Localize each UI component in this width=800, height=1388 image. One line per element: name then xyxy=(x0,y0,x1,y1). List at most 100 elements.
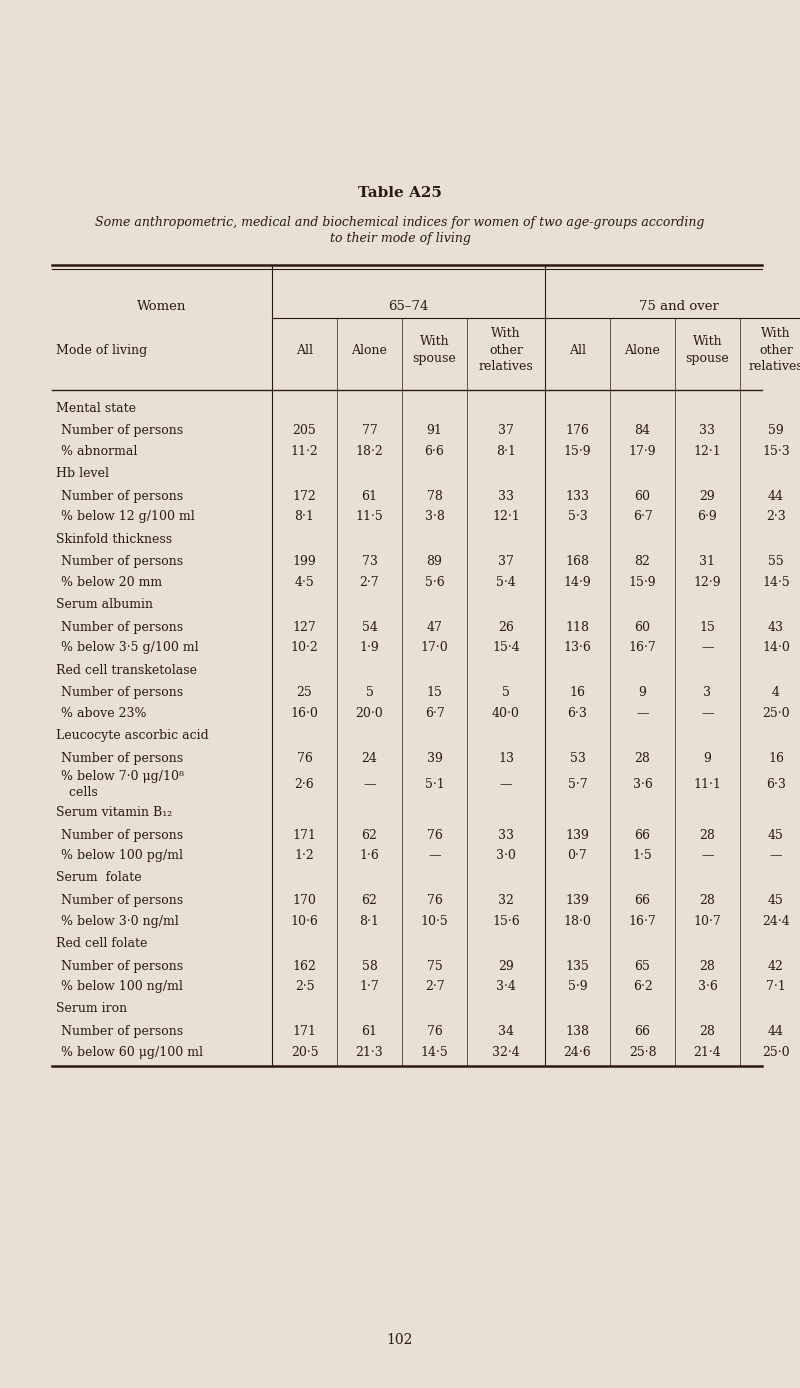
Text: With
spouse: With spouse xyxy=(413,336,456,365)
Text: —: — xyxy=(702,641,714,654)
Text: 15: 15 xyxy=(699,620,715,634)
Text: Mode of living: Mode of living xyxy=(56,343,147,357)
Text: 42: 42 xyxy=(768,959,784,973)
Text: 13: 13 xyxy=(498,752,514,765)
Text: Leucocyte ascorbic acid: Leucocyte ascorbic acid xyxy=(56,729,209,743)
Text: Hb level: Hb level xyxy=(56,468,109,480)
Text: 12·1: 12·1 xyxy=(694,444,722,458)
Text: 3·8: 3·8 xyxy=(425,511,445,523)
Text: 13·6: 13·6 xyxy=(563,641,591,654)
Text: 25·0: 25·0 xyxy=(762,706,790,720)
Text: 6·3: 6·3 xyxy=(567,706,587,720)
Text: 59: 59 xyxy=(768,425,784,437)
Text: 66: 66 xyxy=(634,894,650,906)
Text: 1·9: 1·9 xyxy=(360,641,379,654)
Text: 15·9: 15·9 xyxy=(629,576,656,589)
Text: 14·5: 14·5 xyxy=(421,1045,448,1059)
Text: 9: 9 xyxy=(638,686,646,700)
Text: 24·4: 24·4 xyxy=(762,915,790,927)
Text: 6·6: 6·6 xyxy=(425,444,445,458)
Text: Skinfold thickness: Skinfold thickness xyxy=(56,533,172,545)
Text: Alone: Alone xyxy=(351,343,387,357)
Text: 16·0: 16·0 xyxy=(290,706,318,720)
Text: —: — xyxy=(702,849,714,862)
Text: 170: 170 xyxy=(293,894,317,906)
Text: 10·2: 10·2 xyxy=(290,641,318,654)
Text: With
other
relatives: With other relatives xyxy=(478,328,534,373)
Text: 6·2: 6·2 xyxy=(633,980,652,992)
Text: 6·7: 6·7 xyxy=(633,511,652,523)
Text: 3: 3 xyxy=(703,686,711,700)
Text: 5·3: 5·3 xyxy=(568,511,587,523)
Text: 5: 5 xyxy=(502,686,510,700)
Text: With
other
relatives: With other relatives xyxy=(749,328,800,373)
Text: Mental state: Mental state xyxy=(56,401,136,415)
Text: 16: 16 xyxy=(768,752,784,765)
Text: 11·1: 11·1 xyxy=(694,777,722,791)
Text: 3·6: 3·6 xyxy=(633,777,653,791)
Text: Number of persons: Number of persons xyxy=(61,959,183,973)
Text: 32·4: 32·4 xyxy=(492,1045,520,1059)
Text: Number of persons: Number of persons xyxy=(61,620,183,634)
Text: 76: 76 xyxy=(426,894,442,906)
Text: 28: 28 xyxy=(699,894,715,906)
Text: 16·7: 16·7 xyxy=(629,641,656,654)
Text: 15·3: 15·3 xyxy=(762,444,790,458)
Text: Number of persons: Number of persons xyxy=(61,686,183,700)
Text: 53: 53 xyxy=(570,752,586,765)
Text: Serum albumin: Serum albumin xyxy=(56,598,153,611)
Text: 2·3: 2·3 xyxy=(766,511,786,523)
Text: 76: 76 xyxy=(297,752,313,765)
Text: 3·6: 3·6 xyxy=(698,980,718,992)
Text: % below 60 μg/100 ml: % below 60 μg/100 ml xyxy=(61,1045,203,1059)
Text: 60: 60 xyxy=(634,620,650,634)
Text: Serum iron: Serum iron xyxy=(56,1002,127,1016)
Text: 18·2: 18·2 xyxy=(356,444,383,458)
Text: 135: 135 xyxy=(566,959,590,973)
Text: Alone: Alone xyxy=(625,343,661,357)
Text: 1·5: 1·5 xyxy=(633,849,652,862)
Text: 76: 76 xyxy=(426,1024,442,1038)
Text: —: — xyxy=(428,849,441,862)
Text: 60: 60 xyxy=(634,490,650,502)
Text: Number of persons: Number of persons xyxy=(61,555,183,568)
Text: 76: 76 xyxy=(426,829,442,841)
Text: % below 3·0 ng/ml: % below 3·0 ng/ml xyxy=(61,915,178,927)
Text: 44: 44 xyxy=(768,1024,784,1038)
Text: 15: 15 xyxy=(426,686,442,700)
Text: —: — xyxy=(363,777,376,791)
Text: 118: 118 xyxy=(566,620,590,634)
Text: 17·9: 17·9 xyxy=(629,444,656,458)
Text: 29: 29 xyxy=(498,959,514,973)
Text: 1·2: 1·2 xyxy=(294,849,314,862)
Text: 4·5: 4·5 xyxy=(294,576,314,589)
Text: 12·9: 12·9 xyxy=(694,576,722,589)
Text: 24·6: 24·6 xyxy=(564,1045,591,1059)
Text: 66: 66 xyxy=(634,829,650,841)
Text: 29: 29 xyxy=(700,490,715,502)
Text: 25·8: 25·8 xyxy=(629,1045,656,1059)
Text: 33: 33 xyxy=(498,829,514,841)
Text: 10·6: 10·6 xyxy=(290,915,318,927)
Text: 84: 84 xyxy=(634,425,650,437)
Text: 73: 73 xyxy=(362,555,378,568)
Text: 45: 45 xyxy=(768,894,784,906)
Text: 127: 127 xyxy=(293,620,316,634)
Text: 15·6: 15·6 xyxy=(492,915,520,927)
Text: 139: 139 xyxy=(566,829,590,841)
Text: 45: 45 xyxy=(768,829,784,841)
Text: Serum  folate: Serum folate xyxy=(56,872,142,884)
Text: 16: 16 xyxy=(570,686,586,700)
Text: Number of persons: Number of persons xyxy=(61,752,183,765)
Text: —: — xyxy=(500,777,512,791)
Text: 61: 61 xyxy=(362,490,378,502)
Text: 66: 66 xyxy=(634,1024,650,1038)
Text: % below 3·5 g/100 ml: % below 3·5 g/100 ml xyxy=(61,641,198,654)
Text: 10·5: 10·5 xyxy=(421,915,448,927)
Text: 133: 133 xyxy=(566,490,590,502)
Text: 5: 5 xyxy=(366,686,374,700)
Text: 6·3: 6·3 xyxy=(766,777,786,791)
Text: 1·6: 1·6 xyxy=(359,849,379,862)
Text: 139: 139 xyxy=(566,894,590,906)
Text: % below 7·0 μg/10⁸
  cells: % below 7·0 μg/10⁸ cells xyxy=(61,770,184,799)
